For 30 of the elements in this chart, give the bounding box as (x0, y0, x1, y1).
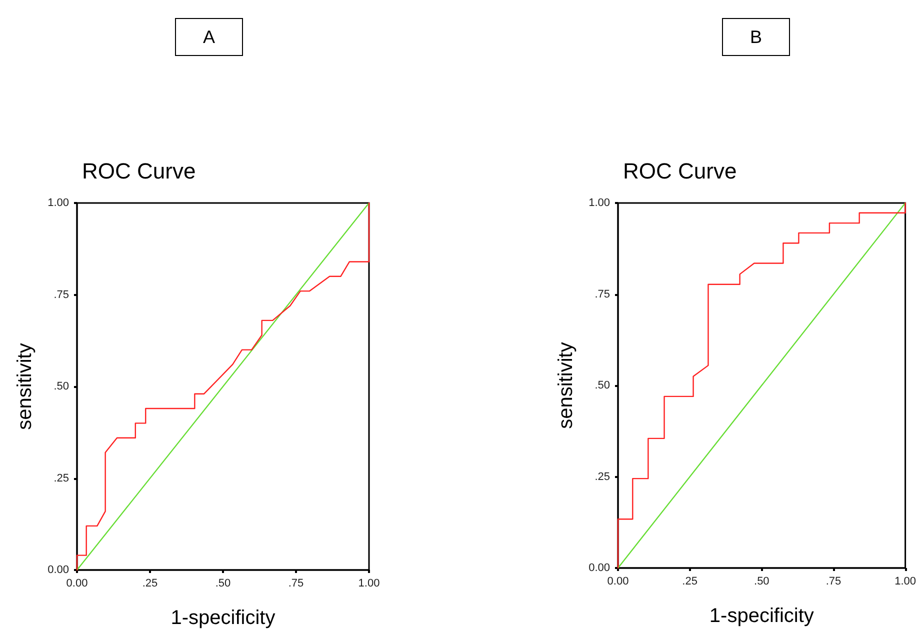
y-tick-label: 1.00 (588, 197, 610, 209)
y-tick-label: .50 (54, 380, 69, 392)
chart-title: B (750, 27, 762, 47)
x-tick-label: 1.00 (894, 576, 916, 588)
y-tick-label: .75 (54, 288, 69, 301)
line-series (617, 202, 906, 569)
x-tick-label: .50 (215, 578, 231, 590)
line-series (76, 202, 370, 571)
x-tick-label: .25 (682, 576, 698, 588)
x-tick-label: 0.00 (66, 578, 88, 590)
chart-subtitle: ROC Curve (623, 158, 737, 184)
x-tick-label: .75 (288, 578, 304, 590)
y-tick-label: .25 (54, 472, 69, 484)
y-tick-label: .25 (594, 470, 610, 483)
x-tick-label: 1.00 (358, 578, 380, 590)
y-tick-label: 0.00 (588, 562, 610, 574)
chart-title: A (203, 27, 216, 47)
y-tick-label: .50 (594, 380, 610, 392)
x-axis-title: 1-specificity (170, 607, 276, 629)
x-tick-label: .25 (142, 578, 158, 590)
chart-subtitle: ROC Curve (82, 158, 196, 184)
y-axis-title: sensitivity (555, 342, 577, 429)
y-axis-title: sensitivity (14, 343, 36, 430)
y-tick-label: .75 (594, 288, 610, 300)
y-tick-label: 0.00 (48, 564, 69, 576)
x-axis-title: 1-specificity (709, 605, 814, 627)
x-tick-label: 0.00 (607, 576, 629, 588)
x-tick-label: .50 (754, 576, 770, 588)
y-tick-label: 1.00 (48, 197, 69, 209)
x-tick-label: .75 (826, 576, 842, 588)
